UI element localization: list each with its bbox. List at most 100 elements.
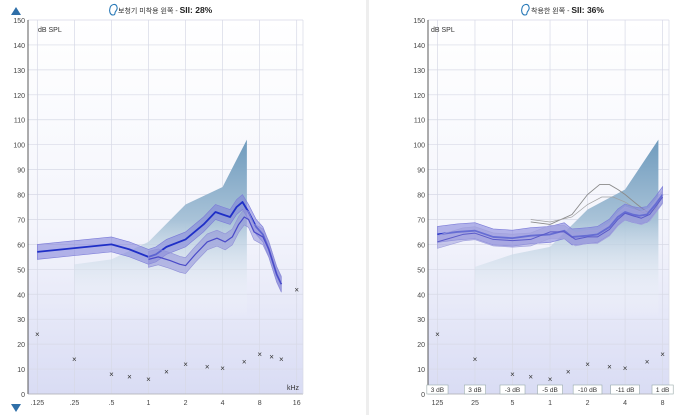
series-line-1 [148,216,282,285]
y-tick-label: 80 [417,193,425,200]
y-tick-label: 120 [413,93,425,100]
threshold-marker: × [164,368,169,377]
y-tick-label: 110 [14,118,25,125]
threshold-marker: × [205,363,210,372]
threshold-marker: × [257,350,262,359]
gain-label-box [651,384,674,395]
gain-label-box [572,384,603,395]
threshold-marker: × [269,353,274,362]
gain-label: -3 dB [505,387,521,394]
gain-label: -11 dB [616,387,635,394]
gain-label-box [464,384,486,395]
x-tick-label: 1 [147,400,151,407]
chart-title-prefix: 착용한 왼쪽 - [531,6,571,15]
y-tick-label: 90 [17,168,25,175]
chart-title-sii: SII: 36% [571,5,604,15]
y-tick-label: 130 [413,68,425,75]
x-axis-label: kHz [287,385,300,392]
threshold-marker: × [607,363,612,372]
y-tick-label: 150 [13,18,25,25]
plot-background [428,20,669,394]
threshold-marker: × [660,350,665,359]
y-tick-label: 40 [417,292,425,299]
threshold-marker: × [279,355,284,364]
series-band-1 [437,189,663,249]
y-tick-label: 100 [413,143,425,150]
x-tick-label: 125 [432,400,444,407]
y-tick-label: 100 [13,143,25,150]
chart-title: 보청기 미착용 왼쪽 - SII: 28% [118,5,213,15]
y-tick-label: 50 [417,267,425,274]
y-tick-label: 30 [417,317,425,324]
series-band-0 [437,185,663,247]
y-tick-label: 90 [417,168,425,175]
y-tick-label: 30 [17,317,25,324]
threshold-marker: × [585,360,590,369]
y-axis-label: dB SPL [431,27,455,34]
y-tick-label: 0 [421,392,425,399]
scroll-up-arrow-icon[interactable] [11,7,21,15]
threshold-marker: × [220,364,225,373]
y-tick-label: 0 [21,392,25,399]
gain-label: 3 dB [431,387,444,394]
y-tick-label: 70 [17,217,25,224]
gain-label: -5 dB [542,387,558,394]
target-curve-2 [530,196,656,223]
y-tick-label: 80 [17,193,25,200]
chart-title: 착용한 왼쪽 - SII: 36% [531,5,604,15]
ear-icon [521,3,530,16]
y-tick-label: 10 [17,367,25,374]
y-tick-label: 20 [417,342,425,349]
threshold-marker: × [127,373,132,382]
y-tick-label: 10 [417,367,425,374]
x-tick-label: 16 [293,400,301,407]
y-tick-label: 150 [413,18,425,25]
y-tick-label: 130 [13,68,25,75]
threshold-marker: × [510,370,515,379]
y-tick-label: 140 [413,43,425,50]
gain-label-box [537,384,563,395]
y-tick-label: 60 [17,242,25,249]
target-curve [530,184,664,225]
ear-icon [109,3,118,16]
x-tick-label: .125 [31,400,45,407]
y-tick-label: 70 [417,217,425,224]
scroll-down-arrow-icon[interactable] [11,404,21,412]
x-tick-label: 1 [548,400,552,407]
y-tick-label: 60 [417,242,425,249]
threshold-marker: × [473,355,478,364]
x-tick-label: 8 [258,400,262,407]
x-tick-label: 4 [221,400,225,407]
x-tick-label: .5 [109,400,115,407]
threshold-marker: × [242,358,247,367]
series-line-0 [37,201,283,285]
threshold-marker: × [645,358,650,367]
gain-label-box [426,384,449,395]
y-tick-label: 20 [17,342,25,349]
chart-title-prefix: 보청기 미착용 왼쪽 - [118,6,180,15]
x-tick-label: 8 [661,400,665,407]
threshold-marker: × [294,285,299,294]
x-tick-label: 25 [471,400,479,407]
threshold-marker: × [109,370,114,379]
series-band-0 [37,194,282,292]
y-tick-label: 110 [414,118,425,125]
threshold-marker: × [623,364,628,373]
x-tick-label: 4 [623,400,627,407]
gain-label: 3 dB [468,387,481,394]
y-tick-label: 40 [17,292,25,299]
series-band-1 [148,208,282,293]
plot-background [28,20,303,394]
series-line-1 [437,196,664,243]
threshold-marker: × [435,330,440,339]
gain-label-box [610,384,640,395]
speech-area [74,139,247,320]
x-tick-label: 2 [184,400,188,407]
series-line-0 [437,194,664,240]
gain-label-box [499,384,526,395]
y-axis-label: dB SPL [38,27,62,34]
threshold-marker: × [146,375,151,384]
